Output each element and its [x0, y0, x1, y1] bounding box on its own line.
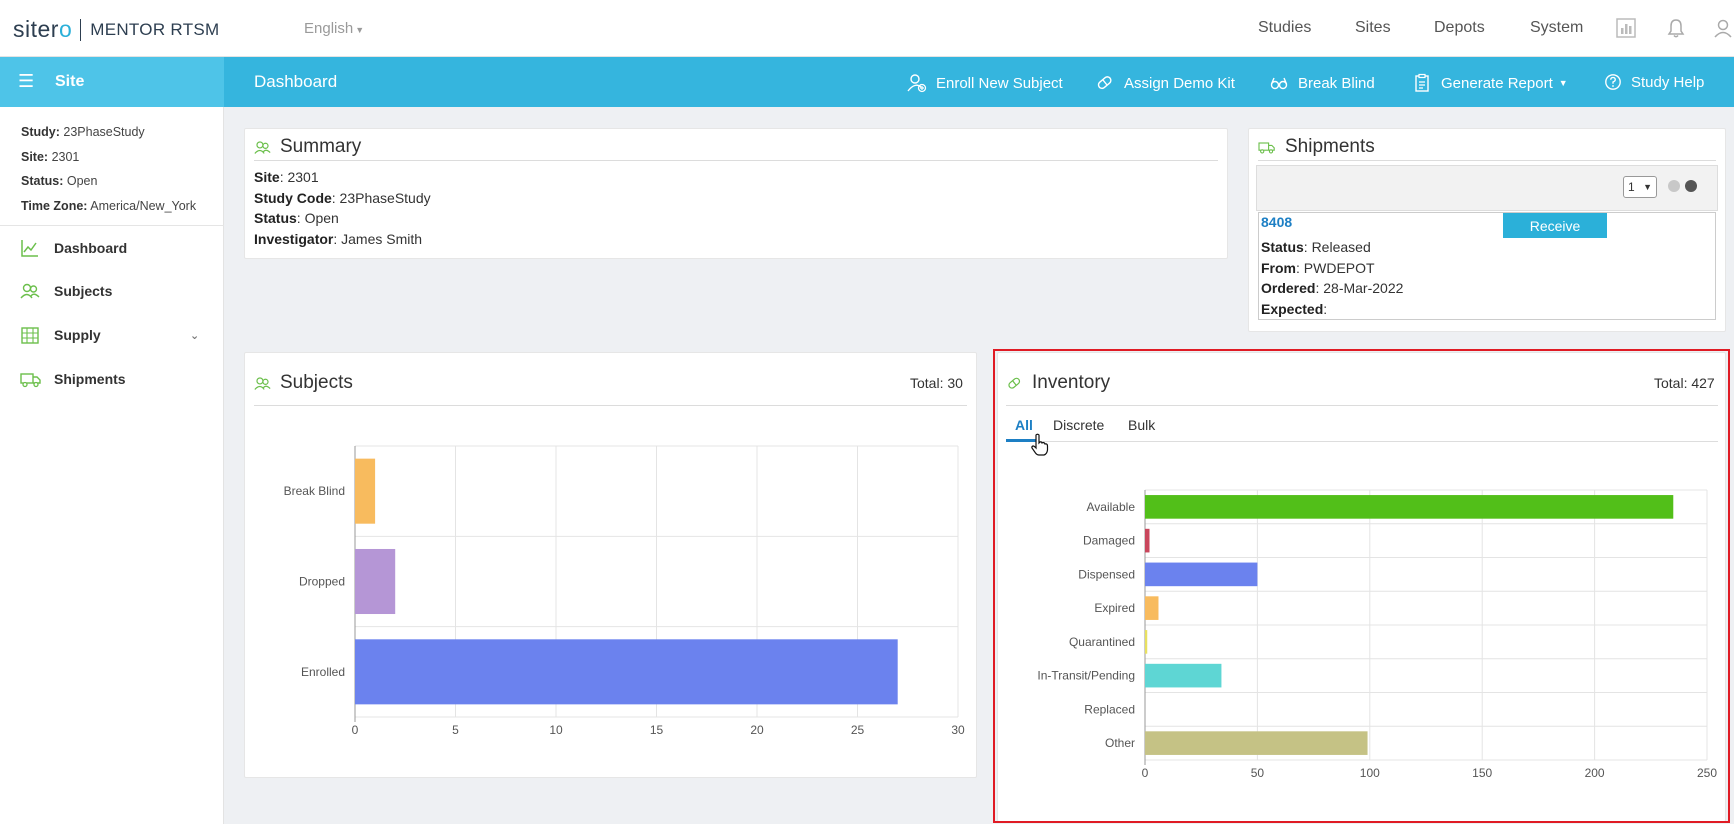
prev-page-icon[interactable] — [1668, 180, 1680, 192]
inventory-bar-dispensed[interactable] — [1145, 562, 1258, 587]
inventory-x-tick-label: 200 — [1585, 766, 1605, 780]
tab-bulk[interactable]: Bulk — [1128, 417, 1156, 433]
enroll-new-subject-button[interactable]: Enroll New Subject — [907, 73, 1063, 93]
nav-system[interactable]: System — [1530, 19, 1584, 36]
truck-icon — [1258, 142, 1275, 154]
nav-sites[interactable]: Sites — [1355, 19, 1391, 36]
assign-demo-kit-button[interactable]: Assign Demo Kit — [1095, 73, 1235, 93]
chevron-down-icon: ▼ — [1643, 182, 1652, 192]
pill-icon — [1008, 377, 1021, 389]
pill-icon — [1097, 76, 1112, 90]
inventory-x-tick-label: 100 — [1360, 766, 1380, 780]
inventory-bar-available[interactable] — [1145, 495, 1674, 519]
inventory-title: Inventory — [1006, 372, 1110, 394]
inventory-x-tick-label: 250 — [1697, 766, 1717, 780]
inventory-bar-quarantined[interactable] — [1145, 630, 1148, 654]
sidebar-item-supply[interactable]: Supply ⌄ — [0, 320, 224, 350]
shipments-title: Shipments — [1258, 136, 1375, 158]
sidebar-header: ☰ Site — [0, 57, 224, 107]
chevron-down-icon[interactable]: ⌄ — [190, 329, 200, 342]
user-icon[interactable] — [1712, 17, 1734, 39]
user-add-icon — [907, 74, 927, 93]
tab-discrete[interactable]: Discrete — [1053, 417, 1105, 433]
inventory-y-tick-label: Dispensed — [1078, 567, 1135, 581]
next-page-icon[interactable] — [1685, 180, 1697, 192]
shipment-card — [1258, 212, 1716, 320]
top-navbar: sitero MENTOR RTSM English ▼ Studies Site… — [0, 0, 1734, 57]
sidebar-item-subjects[interactable]: Subjects — [0, 276, 224, 306]
shipment-details: Status: Released From: PWDEPOT Ordered: … — [1261, 239, 1404, 317]
inventory-y-tick-label: Other — [1105, 736, 1135, 750]
bell-icon[interactable] — [1665, 17, 1687, 39]
users-icon — [20, 283, 40, 299]
subjects-total: Total: 30 — [910, 375, 963, 391]
sidebar: Study: 23PhaseStudy Site: 2301 Status: O… — [0, 107, 224, 824]
page-header: Dashboard Enroll New Subject Assign Demo… — [224, 57, 1734, 107]
clipboard-icon — [1415, 73, 1429, 92]
summary-details: Site: 2301 Study Code: 23PhaseStudy Stat… — [254, 169, 431, 247]
subjects-x-tick-label: 30 — [951, 723, 965, 737]
site-meta: Study: 23PhaseStudy Site: 2301 Status: O… — [21, 125, 197, 213]
shipments-page-select[interactable]: 1 ▼ — [1623, 176, 1657, 198]
subjects-x-tick-label: 5 — [452, 723, 459, 737]
nav-depots[interactable]: Depots — [1434, 19, 1485, 36]
subjects-y-tick-label: Enrolled — [301, 665, 345, 679]
inventory-y-tick-label: Replaced — [1084, 702, 1135, 716]
subjects-x-tick-label: 15 — [650, 723, 664, 737]
hand-cursor-icon — [1031, 433, 1049, 456]
page-title: Dashboard — [254, 72, 338, 91]
subjects-bar-break-blind[interactable] — [355, 458, 376, 524]
inventory-y-tick-label: In-Transit/Pending — [1037, 669, 1135, 683]
truck-icon — [20, 373, 41, 388]
inventory-x-tick-label: 0 — [1142, 766, 1149, 780]
inventory-y-tick-label: Damaged — [1083, 534, 1135, 548]
inventory-x-tick-label: 150 — [1472, 766, 1492, 780]
chart-icon[interactable] — [1615, 17, 1637, 39]
summary-title: Summary — [254, 136, 361, 158]
subjects-x-tick-label: 20 — [750, 723, 764, 737]
inventory-chart: 0 50 100 150 200 250 Available Damaged Dispensed… — [1037, 489, 1717, 780]
study-help-button[interactable]: Study Help — [1604, 73, 1704, 91]
subjects-x-tick-label: 25 — [851, 723, 865, 737]
sidebar-item-dashboard[interactable]: Dashboard — [0, 233, 224, 263]
sidebar-title: Site — [55, 73, 85, 90]
inventory-bar-expired[interactable] — [1145, 596, 1159, 620]
nav-studies[interactable]: Studies — [1258, 19, 1312, 36]
users-icon — [254, 140, 271, 154]
subjects-bar-dropped[interactable] — [355, 548, 396, 615]
inventory-y-tick-label: Available — [1087, 500, 1136, 514]
grid-icon — [21, 327, 39, 344]
subjects-bar-enrolled[interactable] — [355, 639, 898, 705]
language-dropdown[interactable]: English ▼ — [304, 20, 365, 37]
active-tab-indicator — [1006, 439, 1036, 442]
logo[interactable]: sitero MENTOR RTSM — [13, 16, 220, 42]
inventory-total: Total: 427 — [1654, 375, 1715, 391]
subjects-x-tick-label: 0 — [352, 723, 359, 737]
inventory-y-tick-label: Expired — [1094, 601, 1135, 615]
inventory-y-tick-label: Quarantined — [1069, 635, 1135, 649]
receive-button[interactable]: Receive — [1503, 213, 1607, 238]
caret-down-icon: ▼ — [1558, 78, 1568, 88]
hamburger-icon[interactable]: ☰ — [18, 71, 35, 91]
generate-report-button[interactable]: Generate Report ▼ — [1412, 73, 1568, 93]
inventory-bar-in-transit-pending[interactable] — [1145, 663, 1222, 688]
sidebar-item-shipments[interactable]: Shipments — [0, 364, 224, 394]
break-blind-button[interactable]: Break Blind — [1269, 73, 1375, 93]
subjects-y-tick-label: Dropped — [299, 575, 345, 589]
inventory-x-tick-label: 50 — [1251, 766, 1265, 780]
subjects-x-tick-label: 10 — [549, 723, 563, 737]
shipment-id-link[interactable]: 8408 — [1261, 214, 1293, 230]
tab-all[interactable]: All — [1015, 417, 1033, 433]
line-chart-icon — [21, 240, 38, 257]
glasses-icon — [1270, 77, 1288, 90]
subjects-y-tick-label: Break Blind — [284, 484, 345, 498]
users-icon — [254, 376, 271, 390]
caret-down-icon: ▼ — [355, 25, 365, 35]
inventory-bar-damaged[interactable] — [1145, 528, 1150, 553]
subjects-chart: 0 5 10 15 20 25 30 Break Blind Dropped Enrolled — [284, 445, 965, 737]
inventory-bar-other[interactable] — [1145, 731, 1368, 755]
subjects-title: Subjects — [254, 372, 353, 394]
summary-panel — [244, 128, 1228, 259]
help-icon — [1605, 74, 1621, 90]
